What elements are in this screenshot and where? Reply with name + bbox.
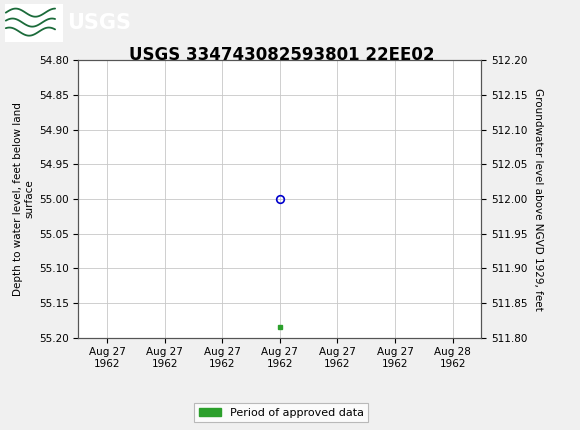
Text: USGS: USGS	[67, 12, 130, 33]
Legend: Period of approved data: Period of approved data	[194, 403, 368, 422]
Y-axis label: Groundwater level above NGVD 1929, feet: Groundwater level above NGVD 1929, feet	[533, 87, 543, 310]
Y-axis label: Depth to water level, feet below land
surface: Depth to water level, feet below land su…	[13, 102, 35, 296]
Text: USGS 334743082593801 22EE02: USGS 334743082593801 22EE02	[129, 46, 434, 64]
Bar	[5, 3, 63, 42]
